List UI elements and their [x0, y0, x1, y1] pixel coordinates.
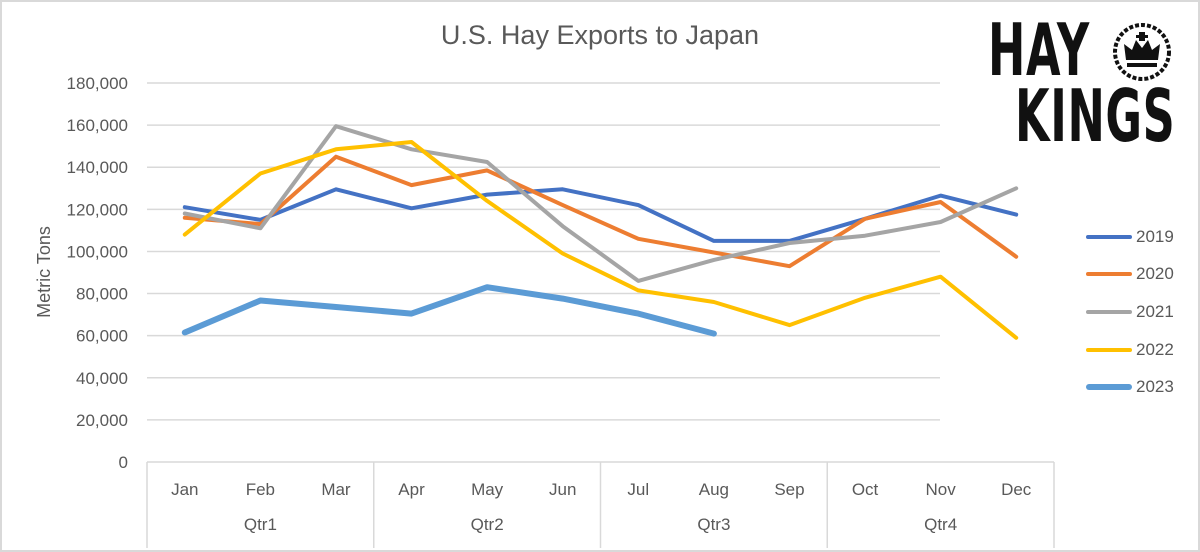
- y-tick-label: 0: [119, 453, 128, 472]
- y-tick-label: 100,000: [67, 242, 128, 261]
- legend-swatch: [1086, 234, 1132, 239]
- legend-swatch: [1086, 384, 1132, 391]
- y-axis-label: Metric Tons: [34, 226, 54, 318]
- legend-label: 2020: [1136, 264, 1174, 284]
- crown-icon: [1113, 23, 1171, 81]
- legend-label: 2021: [1136, 301, 1174, 321]
- x-tick-label: Oct: [852, 480, 879, 499]
- quarter-label: Qtr3: [697, 515, 730, 534]
- x-tick-label: Nov: [926, 480, 957, 499]
- legend-label: 2022: [1136, 339, 1174, 359]
- y-tick-label: 20,000: [76, 411, 128, 430]
- chart-title: U.S. Hay Exports to Japan: [440, 20, 760, 50]
- x-tick-label: Jul: [627, 480, 649, 499]
- x-tick-label: Jan: [171, 480, 198, 499]
- x-tick-label: Sep: [774, 480, 804, 499]
- y-tick-label: 40,000: [76, 369, 128, 388]
- legend-item-2023[interactable]: 2023: [1086, 368, 1174, 406]
- legend-item-2019[interactable]: 2019: [1086, 218, 1174, 256]
- legend: 2019 2020 2021 2022 2023: [1086, 218, 1174, 406]
- legend-item-2022[interactable]: 2022: [1086, 331, 1174, 369]
- legend-label: 2023: [1136, 377, 1174, 397]
- series-line-2021: [182, 124, 1019, 283]
- legend-swatch: [1086, 309, 1132, 314]
- y-tick-label: 80,000: [76, 285, 128, 304]
- series-line-2022: [182, 140, 1019, 340]
- x-tick-label: Aug: [699, 480, 729, 499]
- legend-label: 2019: [1136, 226, 1174, 246]
- x-tick-label: Dec: [1001, 480, 1032, 499]
- series-line-2023: [181, 284, 717, 337]
- series-line-2019: [182, 187, 1019, 243]
- quarter-label: Qtr1: [244, 515, 277, 534]
- x-tick-label: May: [471, 480, 504, 499]
- logo-text-kings: KINGS: [1015, 74, 1176, 158]
- legend-swatch: [1086, 272, 1132, 277]
- y-tick-label: 180,000: [67, 74, 128, 93]
- y-tick-label: 120,000: [67, 200, 128, 219]
- y-tick-label: 60,000: [76, 327, 128, 346]
- legend-item-2020[interactable]: 2020: [1086, 256, 1174, 294]
- legend-swatch: [1086, 347, 1132, 352]
- y-tick-label: 160,000: [67, 116, 128, 135]
- x-tick-label: Mar: [321, 480, 351, 499]
- series-line-2020: [182, 154, 1019, 269]
- quarter-label: Qtr2: [471, 515, 504, 534]
- x-tick-label: Jun: [549, 480, 576, 499]
- x-tick-label: Apr: [398, 480, 425, 499]
- y-tick-label: 140,000: [67, 158, 128, 177]
- logo-text-hay: HAY: [988, 8, 1090, 92]
- quarter-label: Qtr4: [924, 515, 957, 534]
- hay-kings-logo: HAY KINGS: [982, 12, 1182, 152]
- legend-item-2021[interactable]: 2021: [1086, 293, 1174, 331]
- x-tick-label: Feb: [246, 480, 275, 499]
